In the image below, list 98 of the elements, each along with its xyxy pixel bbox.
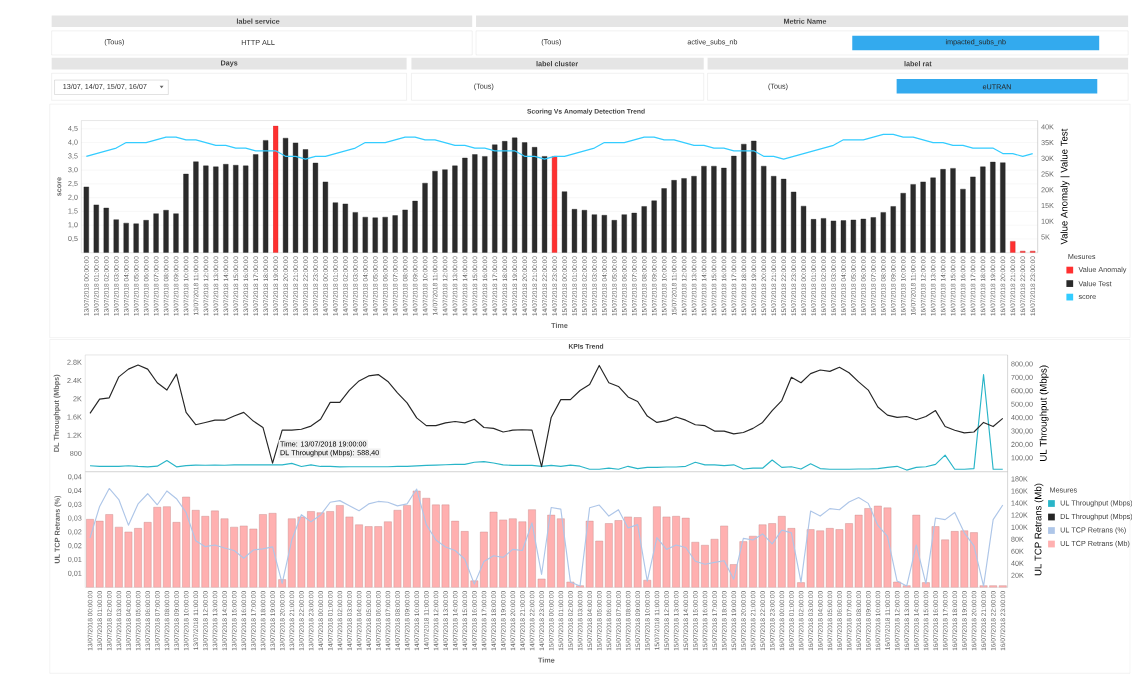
bar bbox=[482, 156, 488, 253]
bar bbox=[631, 212, 637, 253]
bar bbox=[681, 178, 687, 253]
bar bbox=[830, 220, 837, 253]
y2-axis-title: Value Anomaly | Value Test bbox=[1060, 128, 1070, 245]
bar bbox=[1010, 241, 1016, 253]
bar bbox=[541, 156, 548, 253]
bar bbox=[462, 157, 468, 253]
bar bbox=[930, 177, 936, 253]
bar bbox=[382, 216, 388, 253]
bar bbox=[143, 219, 149, 253]
bar bbox=[322, 181, 329, 253]
bar bbox=[292, 142, 299, 253]
bar bbox=[312, 162, 319, 253]
bar bbox=[282, 137, 289, 253]
bar bbox=[701, 165, 707, 253]
bar bbox=[641, 206, 647, 253]
bar bbox=[452, 165, 458, 253]
bar bbox=[910, 184, 916, 253]
bar bbox=[970, 176, 976, 253]
bar bbox=[741, 143, 747, 253]
bar bbox=[900, 192, 906, 253]
bar bbox=[571, 208, 578, 253]
bar bbox=[372, 217, 378, 253]
bar bbox=[950, 168, 956, 253]
bar bbox=[263, 140, 269, 253]
bar bbox=[362, 216, 368, 253]
bar bbox=[591, 214, 597, 253]
bar bbox=[352, 212, 358, 253]
bar bbox=[860, 218, 866, 253]
bar bbox=[731, 155, 737, 253]
bar bbox=[820, 218, 827, 253]
bar bbox=[342, 203, 348, 253]
bar bbox=[512, 137, 518, 253]
bar bbox=[183, 173, 189, 253]
bar bbox=[163, 209, 169, 253]
bar bbox=[302, 149, 309, 253]
bar bbox=[422, 182, 428, 253]
bar bbox=[940, 169, 946, 253]
bar bbox=[223, 163, 229, 253]
bar bbox=[990, 161, 996, 253]
bar bbox=[870, 217, 876, 253]
bar bbox=[243, 165, 249, 253]
bar bbox=[153, 213, 159, 253]
bar bbox=[790, 191, 797, 253]
bar bbox=[253, 154, 259, 253]
bar bbox=[173, 213, 179, 253]
bar bbox=[203, 165, 209, 253]
bar bbox=[581, 209, 588, 253]
bar bbox=[810, 219, 817, 253]
bar bbox=[920, 181, 926, 253]
bar bbox=[800, 205, 807, 253]
bar bbox=[93, 204, 99, 253]
bar bbox=[133, 223, 139, 253]
bar bbox=[83, 186, 89, 253]
bar bbox=[561, 191, 568, 253]
bar bbox=[751, 140, 757, 253]
bar bbox=[392, 215, 398, 253]
bar bbox=[890, 206, 896, 253]
bar bbox=[472, 154, 478, 253]
bar bbox=[432, 170, 438, 253]
bar bbox=[123, 222, 129, 253]
bar bbox=[611, 219, 617, 253]
bar bbox=[551, 156, 558, 253]
bar bbox=[840, 220, 847, 253]
y2-axis-title: UL Throughput (Mbps) bbox=[1039, 365, 1049, 461]
bar bbox=[671, 180, 677, 253]
bar bbox=[781, 178, 787, 253]
bar bbox=[960, 188, 966, 253]
bar bbox=[522, 142, 528, 253]
bar bbox=[233, 164, 239, 253]
bar bbox=[1000, 162, 1006, 253]
bar bbox=[531, 146, 538, 253]
bar bbox=[691, 175, 697, 253]
bar bbox=[711, 165, 717, 253]
bar bbox=[850, 219, 856, 253]
y2-axis-title: UL TCP Retrans (Mb) bbox=[1034, 483, 1044, 576]
bar bbox=[761, 165, 767, 253]
bar bbox=[980, 166, 986, 253]
bar bbox=[442, 169, 448, 253]
bar bbox=[492, 144, 498, 253]
bar bbox=[721, 167, 727, 253]
bar bbox=[621, 214, 627, 253]
bar bbox=[661, 188, 667, 253]
bar bbox=[103, 207, 109, 253]
line-series bbox=[89, 487, 1004, 587]
bar bbox=[771, 175, 777, 253]
bar bbox=[412, 200, 418, 253]
bar bbox=[402, 209, 408, 253]
bar bbox=[651, 200, 657, 253]
bar bbox=[332, 202, 338, 253]
bar bbox=[273, 125, 279, 253]
bar bbox=[880, 212, 886, 253]
bar bbox=[193, 161, 199, 253]
bar bbox=[502, 141, 508, 253]
bar bbox=[213, 166, 219, 253]
bar bbox=[601, 214, 607, 253]
bar bbox=[113, 219, 119, 253]
